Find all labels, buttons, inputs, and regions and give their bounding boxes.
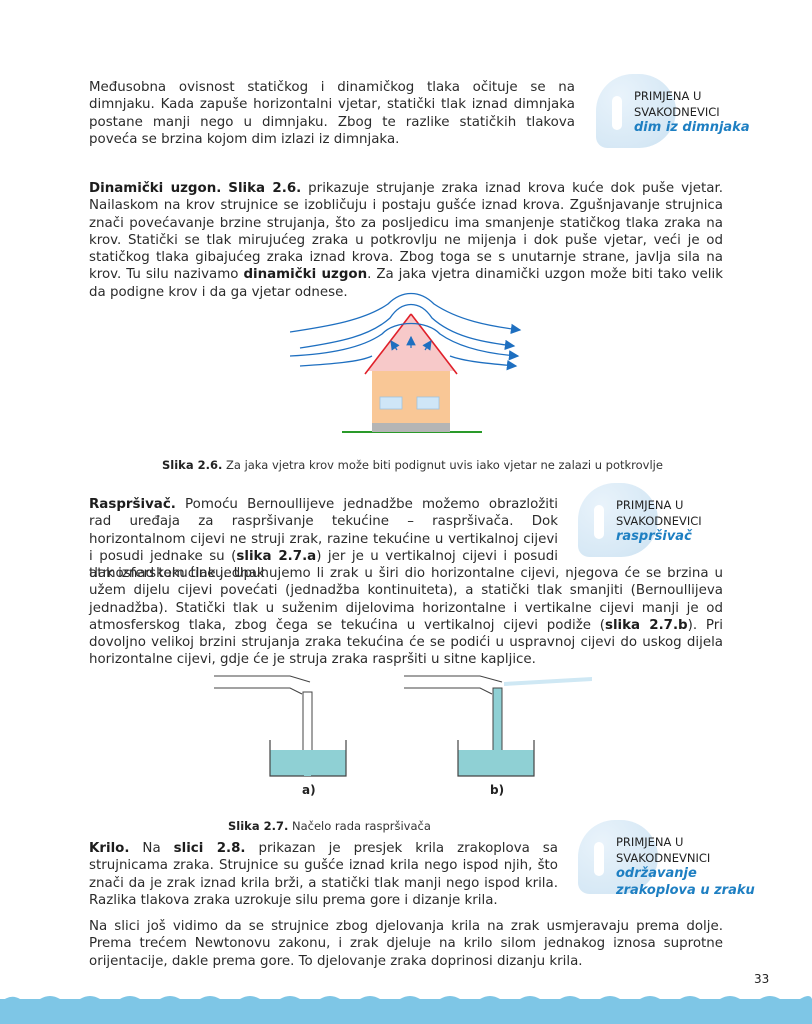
callout-label: PRIMJENA U SVAKODNEVNICI <box>616 835 711 865</box>
label-b: b) <box>490 783 504 797</box>
intro-paragraph: Međusobna ovisnost statičkog i dinamičko… <box>89 80 575 147</box>
section-sprayer-part2: atmosferskom tlaku. Upuhujemo li zrak u … <box>89 566 723 668</box>
section-sprayer-part1: Raspršivač. Pomoću Bernoullijeve jednadž… <box>89 497 558 582</box>
section-heading: Dinamički uzgon. <box>89 181 222 196</box>
section-wing: Krilo. Na slici 2.8. prikazan je presjek… <box>89 841 558 908</box>
section-dynamic-lift: Dinamički uzgon. Slika 2.6. prikazuje st… <box>89 181 723 300</box>
drop-icon <box>596 74 676 148</box>
figure-house-roof <box>290 292 550 433</box>
closing-paragraph: Na slici još vidimo da se strujnice zbog… <box>89 919 723 969</box>
footer-band <box>0 999 812 1024</box>
figure-2-6-caption: Slika 2.6. Za jaka vjetra krov može biti… <box>162 458 663 472</box>
figure-ref: slici 2.8. <box>173 841 246 856</box>
callout-aircraft: PRIMJENA U SVAKODNEVNICI održavanje zrakop… <box>578 820 788 900</box>
callout-topic: održavanje zrakoplova u zraku <box>616 866 755 898</box>
key-term: dinamički uzgon <box>243 267 368 283</box>
callout-topic: raspršivač <box>616 529 692 544</box>
figure-ref: Slika 2.6. <box>228 181 302 196</box>
callout-topic: dim iz dimnjaka <box>634 120 750 135</box>
label-a: a) <box>302 783 316 797</box>
section-heading: Krilo. <box>89 841 130 856</box>
drop-icon <box>578 820 658 894</box>
section-heading: Raspršivač. <box>89 497 176 512</box>
callout-sprayer: PRIMJENA U SVAKODNEVICI raspršivač <box>578 483 788 563</box>
callout-label: PRIMJENA U SVAKODNEVICI <box>616 498 702 528</box>
page-number: 33 <box>754 972 770 986</box>
figure-ref: slika 2.7.b <box>604 617 688 633</box>
callout-label: PRIMJENA U SVAKODNEVICI <box>634 89 720 119</box>
callout-chimney: PRIMJENA U SVAKODNEVICI dim iz dimnjaka <box>596 74 806 154</box>
figure-ref: slika 2.7.a <box>236 548 317 564</box>
figure-2-7-caption: Slika 2.7. Načelo rada raspršivača <box>228 819 431 833</box>
drop-icon <box>578 483 658 557</box>
figure-sprayer: a) b) <box>214 675 592 797</box>
